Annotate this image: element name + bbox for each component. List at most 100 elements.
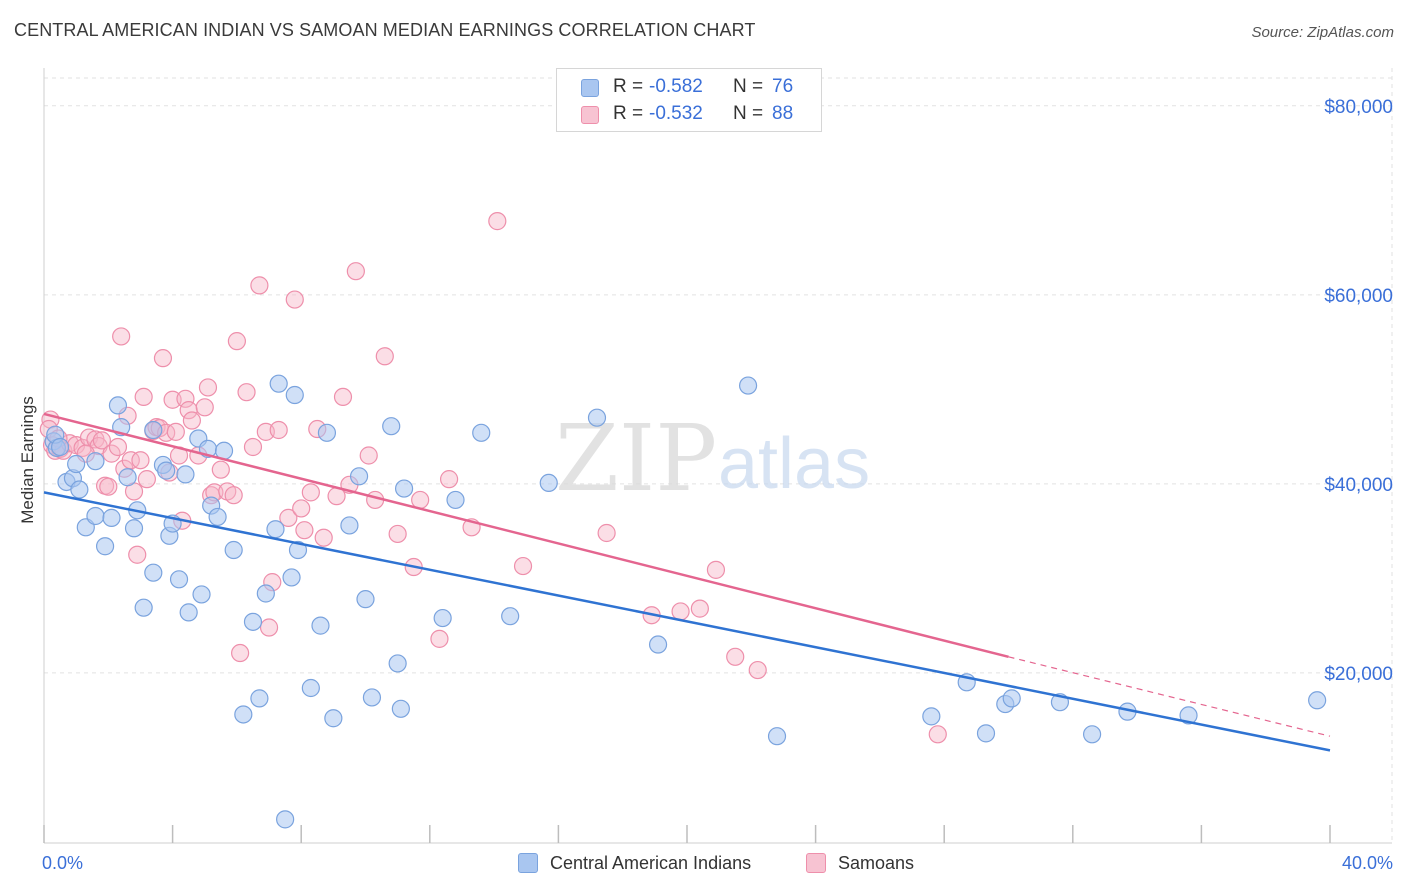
samoan-point	[198, 378, 218, 397]
central-american-indian-point	[108, 396, 128, 415]
chart-title: CENTRAL AMERICAN INDIAN VS SAMOAN MEDIAN…	[14, 20, 756, 40]
samoan-point	[108, 437, 128, 457]
central-american-indian-point	[86, 506, 105, 526]
legend-n-value: 76	[772, 76, 794, 97]
samoan-point	[292, 499, 311, 518]
central-american-indian-point	[256, 584, 275, 603]
central-american-indians-points	[44, 374, 1327, 829]
legend-n-label: N =	[733, 103, 764, 124]
samoan-point	[748, 660, 767, 680]
legend-n-label: N =	[733, 76, 764, 97]
watermark-zip: ZIP	[555, 405, 717, 512]
central-american-indian-point	[250, 689, 269, 708]
central-american-indian-point	[134, 598, 153, 617]
samoan-point	[137, 470, 156, 489]
central-american-indian-point	[446, 490, 465, 510]
bottom-legend-label: Central American Indians	[550, 853, 752, 873]
samoan-point	[112, 327, 131, 346]
y-tick-label: $60,000	[1324, 286, 1393, 307]
central-american-indian-point	[179, 603, 198, 622]
samoan-point	[259, 618, 279, 637]
central-american-indian-point	[282, 568, 301, 587]
central-american-indian-point	[324, 709, 343, 728]
central-american-indian-point	[234, 705, 253, 724]
samoan-point	[195, 398, 214, 417]
samoan-point	[301, 483, 320, 502]
samoan-point	[182, 411, 201, 430]
samoan-point	[359, 446, 378, 465]
legend-n-value: 88	[772, 103, 794, 124]
samoan-point	[227, 332, 246, 351]
samoan-point	[99, 477, 118, 496]
samoan-point	[671, 602, 690, 621]
source-label: Source: ZipAtlas.com	[1251, 24, 1394, 41]
watermark: ZIP atlas	[555, 405, 870, 512]
samoan-point	[166, 422, 185, 441]
samoan-point	[430, 629, 449, 648]
central-american-indian-point	[391, 699, 410, 718]
central-american-indian-point	[50, 437, 70, 457]
central-american-indian-point	[1308, 691, 1327, 710]
samoan-point	[726, 647, 745, 666]
samoan-point	[92, 431, 111, 450]
central-american-indian-point	[102, 508, 121, 527]
central-american-indian-point	[144, 420, 163, 440]
central-american-indian-point	[433, 608, 452, 628]
central-american-indian-point	[1179, 706, 1198, 725]
samoan-point	[346, 262, 365, 281]
legend-row-blue: R = -0.582 N = 76	[557, 73, 821, 101]
x-tick-label: 40.0%	[1342, 853, 1393, 873]
samoan-point	[597, 523, 616, 543]
central-american-indian-point	[356, 590, 375, 609]
samoan-point	[243, 437, 263, 457]
central-american-indian-point	[157, 461, 176, 480]
samoan-point	[388, 524, 407, 544]
legend-r-label: R =	[613, 76, 644, 97]
central-american-indian-point	[192, 585, 211, 604]
trend-lines	[43, 412, 1331, 752]
central-american-indian-point	[169, 570, 189, 589]
samoan-point	[131, 451, 150, 470]
x-tick-label: 0.0%	[42, 853, 83, 873]
central-american-indian-point	[224, 540, 243, 560]
central-american-indian-point	[539, 473, 558, 493]
samoan-point	[375, 347, 394, 366]
central-american-indian-point	[124, 519, 144, 538]
central-american-indian-point	[1002, 689, 1021, 708]
central-american-indian-point	[317, 423, 337, 442]
samoan-point	[928, 725, 947, 744]
central-american-indian-point	[388, 654, 407, 673]
samoan-point	[333, 387, 353, 407]
central-american-indian-point	[382, 417, 401, 436]
samoan-point	[439, 470, 459, 489]
samoan-point	[488, 212, 507, 231]
samoan-point	[285, 290, 304, 309]
y-axis-label: Median Earnings	[18, 396, 37, 524]
central-american-indian-point	[176, 465, 195, 484]
samoan-point	[279, 508, 298, 527]
watermark-atlas: atlas	[718, 424, 870, 504]
central-american-indian-point	[394, 479, 414, 498]
central-american-indian-point	[118, 468, 137, 487]
legend-swatch-blue	[581, 79, 599, 97]
trend-line-central-american-indians	[43, 491, 1331, 752]
samoan-point	[237, 383, 256, 402]
samoan-point	[102, 444, 121, 463]
central-american-indian-point	[922, 707, 941, 726]
samoan-point	[224, 486, 243, 505]
central-american-indian-point	[362, 688, 382, 707]
central-american-indian-point	[587, 408, 607, 427]
central-american-indian-point	[67, 454, 86, 474]
samoan-point	[163, 390, 182, 409]
central-american-indian-point	[472, 423, 491, 442]
samoan-point	[690, 599, 709, 618]
grid-lines	[44, 68, 1393, 843]
central-american-indian-point	[311, 616, 330, 635]
central-american-indian-point	[767, 727, 787, 746]
central-american-indian-point	[340, 516, 359, 535]
bottom-legend-swatch-blue	[518, 853, 538, 873]
central-american-indian-point	[269, 374, 288, 393]
trend-line-samoans	[43, 412, 1009, 659]
samoan-point	[153, 349, 173, 368]
